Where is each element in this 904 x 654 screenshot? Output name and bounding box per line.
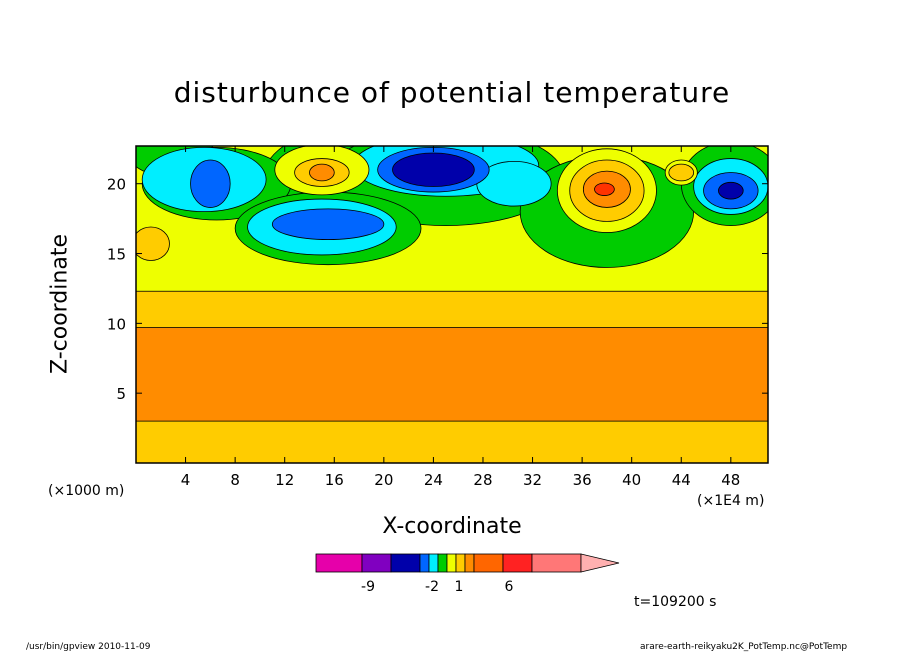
y-axis: 5 10 15 20 — [107, 176, 768, 403]
x-axis: 4 8 12 16 20 24 28 32 36 40 44 48 — [181, 146, 740, 489]
colorbar-label: 6 — [505, 579, 514, 595]
y-tick-label: 20 — [107, 176, 126, 194]
x-tick-label: 24 — [424, 471, 443, 489]
footer-right: arare-earth-reikyaku2K_PotTemp.nc@PotTem… — [640, 642, 848, 652]
colorbar-segment — [502, 553, 533, 573]
x-tick-label: 12 — [275, 471, 294, 489]
colorbar-label: -2 — [425, 579, 439, 595]
y-axis-label: Z-coordinate — [47, 234, 73, 374]
colorbar-segment — [464, 553, 475, 573]
colorbar-segment — [473, 553, 504, 573]
x-unit-label-right: (×1E4 m) — [697, 493, 765, 509]
x-axis-label: X-coordinate — [382, 514, 522, 539]
colorbar-label: 1 — [455, 579, 464, 595]
x-unit-label-left: (×1000 m) — [48, 483, 125, 499]
chart-title: disturbunce of potential temperature — [173, 76, 731, 109]
contour-region — [309, 163, 335, 182]
x-tick-label: 16 — [325, 471, 344, 489]
colorbar-label: -9 — [361, 579, 375, 595]
colorbar-arrow — [580, 553, 620, 573]
contour-field — [136, 146, 768, 463]
contour-region — [392, 152, 475, 187]
colorbar: -9 -2 1 6 — [315, 553, 620, 595]
colorbar-segment — [455, 553, 466, 573]
contour-region — [136, 226, 170, 261]
contour-region — [271, 208, 385, 240]
x-tick-label: 32 — [523, 471, 542, 489]
colorbar-segment — [531, 553, 582, 573]
contour-region — [594, 182, 615, 196]
plot-frame — [135, 145, 769, 464]
footer-left: /usr/bin/gpview 2010-11-09 — [26, 642, 151, 652]
x-tick-label: 44 — [672, 471, 691, 489]
colorbar-segment — [390, 553, 421, 573]
x-tick-label: 20 — [374, 471, 393, 489]
contour-region — [668, 163, 695, 182]
colorbar-segment — [446, 553, 457, 573]
colorbar-segment — [428, 553, 439, 573]
colorbar-segment — [437, 553, 448, 573]
x-tick-label: 8 — [230, 471, 240, 489]
x-tick-label: 36 — [573, 471, 592, 489]
contour-region — [190, 159, 231, 208]
colorbar-segment — [419, 553, 430, 573]
colorbar-segment — [361, 553, 392, 573]
x-tick-label: 40 — [622, 471, 641, 489]
x-tick-label: 48 — [721, 471, 740, 489]
x-tick-label: 28 — [473, 471, 492, 489]
contour-region — [718, 181, 744, 200]
y-tick-label: 5 — [116, 385, 126, 403]
time-label: t=109200 s — [634, 594, 717, 610]
colorbar-segment — [315, 553, 363, 573]
y-tick-label: 15 — [107, 246, 126, 264]
contour-layer — [136, 327, 768, 422]
x-tick-label: 4 — [181, 471, 191, 489]
y-tick-label: 10 — [107, 315, 126, 333]
